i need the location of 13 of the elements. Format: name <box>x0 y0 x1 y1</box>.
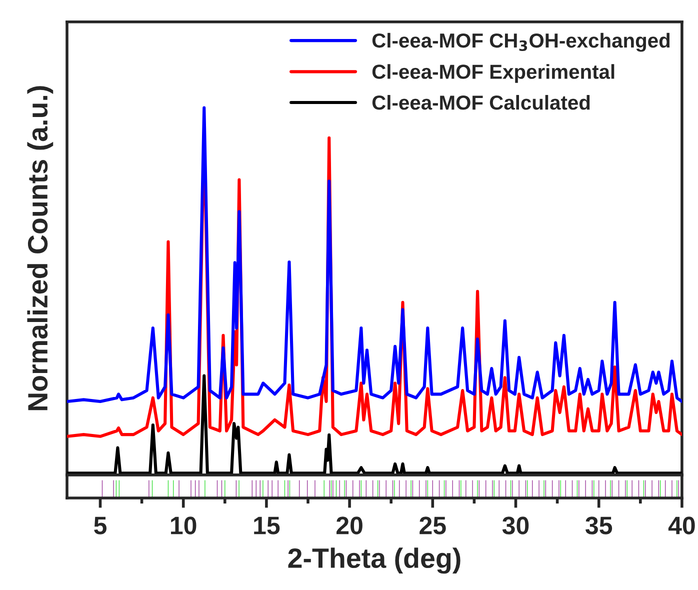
legend-label: Cl-eea-MOF Experimental <box>372 64 614 83</box>
x-tick-label: 30 <box>502 516 529 534</box>
x-axis-title: 2-Theta (deg) <box>288 548 460 574</box>
y-axis-title: Normalized Counts (a.u.) <box>27 86 54 410</box>
x-tick-label: 10 <box>171 516 196 534</box>
x-tick-label: 25 <box>420 516 446 534</box>
x-tick-label: 5 <box>94 516 107 534</box>
x-tick-label: 15 <box>254 516 280 534</box>
x-tick-label: 35 <box>586 516 612 534</box>
legend-label: Cl-eea-MOF Calculated <box>372 94 590 110</box>
x-tick-label: 40 <box>668 516 695 534</box>
x-tick-label: 20 <box>336 516 362 534</box>
legend-label: Cl-eea-MOF CH$_{3}$OH-exchanged <box>372 32 670 52</box>
